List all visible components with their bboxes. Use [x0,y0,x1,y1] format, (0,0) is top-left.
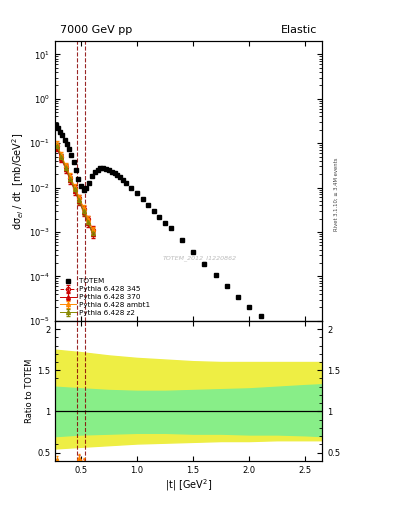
TOTEM [73,167,78,173]
TOTEM [314,349,319,355]
TOTEM [104,166,108,172]
TOTEM [303,343,308,349]
TOTEM [140,196,145,202]
Y-axis label: dσ$_{el}$ / dt  [mb/GeV$^2$]: dσ$_{el}$ / dt [mb/GeV$^2$] [11,132,26,229]
TOTEM [58,129,62,135]
TOTEM [84,184,89,190]
TOTEM [53,122,58,129]
TOTEM [109,168,114,175]
TOTEM [112,170,117,176]
TOTEM [121,177,125,183]
TOTEM [76,176,81,182]
Text: Rivet 3.1.10; ≥ 3.4M events: Rivet 3.1.10; ≥ 3.4M events [334,158,338,231]
TOTEM [95,167,100,173]
TOTEM [115,172,120,178]
TOTEM [118,174,123,180]
TOTEM [202,261,207,267]
Text: TOTEM_2012_I1220862: TOTEM_2012_I1220862 [162,255,237,261]
Legend: TOTEM, Pythia 6.428 345, Pythia 6.428 370, Pythia 6.428 ambt1, Pythia 6.428 z2: TOTEM, Pythia 6.428 345, Pythia 6.428 37… [59,277,151,317]
TOTEM [168,225,173,231]
TOTEM [98,165,103,172]
TOTEM [157,214,162,220]
TOTEM [191,249,195,255]
TOTEM [247,305,252,311]
TOTEM [71,159,76,165]
TOTEM [87,180,92,186]
TOTEM [79,183,83,189]
Text: 7000 GeV pp: 7000 GeV pp [61,26,132,35]
TOTEM [281,328,285,334]
TOTEM [69,152,73,158]
TOTEM [67,145,72,152]
TOTEM [81,186,86,193]
TOTEM [123,180,128,186]
TOTEM [146,202,151,208]
TOTEM [60,132,65,138]
TOTEM [135,190,140,196]
TOTEM [107,167,111,173]
TOTEM [64,141,69,147]
TOTEM [224,283,229,289]
TOTEM [151,208,156,214]
TOTEM [129,184,134,190]
TOTEM [90,173,94,179]
TOTEM [101,165,106,172]
TOTEM [213,272,218,279]
TOTEM [292,335,297,342]
Line: TOTEM: TOTEM [53,123,319,354]
TOTEM [92,169,97,176]
TOTEM [236,293,241,300]
TOTEM [163,220,167,226]
TOTEM [62,137,67,143]
TOTEM [258,313,263,319]
TOTEM [180,237,184,243]
TOTEM [55,125,60,131]
X-axis label: |t| [GeV$^2$]: |t| [GeV$^2$] [165,477,212,493]
Y-axis label: Ratio to TOTEM: Ratio to TOTEM [25,358,34,423]
TOTEM [269,321,274,327]
Text: Elastic: Elastic [281,26,317,35]
